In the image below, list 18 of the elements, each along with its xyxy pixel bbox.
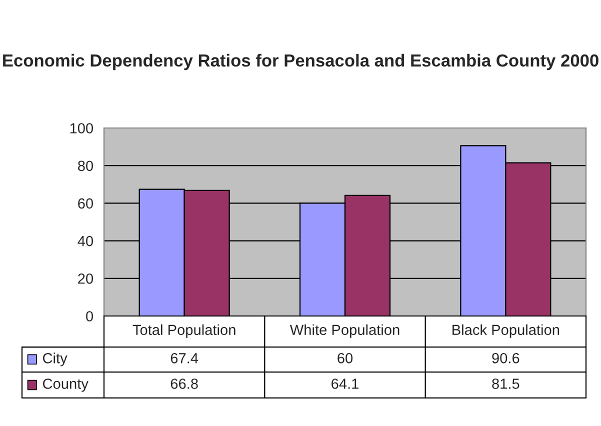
data-label: 64.1 (332, 378, 358, 389)
y-tick-label: 20 (78, 274, 94, 284)
data-label: 67.4 (170, 353, 198, 364)
data-label: 81.5 (492, 378, 520, 389)
y-tick-label: 60 (78, 198, 94, 209)
x-tick-label: Total Population (132, 324, 236, 338)
legend-label: County (42, 378, 88, 392)
y-tick-label: 100 (70, 123, 94, 134)
data-label: 66.8 (170, 378, 198, 389)
chart-title: Economic Dependency Ratios for Pensacola and Escambia County 2000 (3, 54, 598, 70)
x-tick-label: Black Population (452, 324, 560, 338)
y-tick-label: 80 (78, 160, 94, 172)
data-label: 90.6 (492, 353, 520, 364)
data-label: 60 (338, 353, 353, 364)
y-tick-label: 40 (78, 236, 94, 246)
y-tick-label: 0 (86, 311, 94, 322)
legend-label: City (42, 352, 68, 366)
x-tick-label: White Population (290, 324, 400, 338)
